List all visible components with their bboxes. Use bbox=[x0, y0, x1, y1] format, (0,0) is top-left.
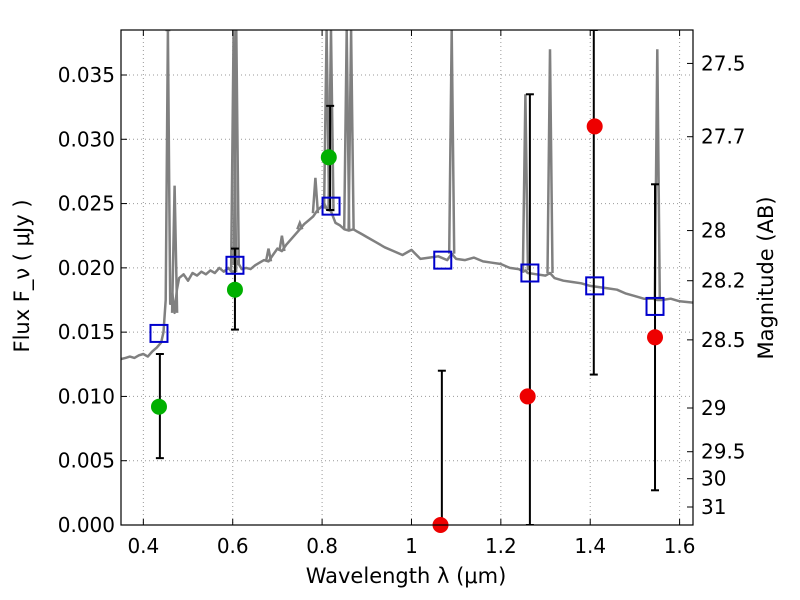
x-tick-label-6: 1.6 bbox=[664, 534, 696, 558]
emission-line-13 bbox=[521, 94, 530, 271]
model-square-6 bbox=[645, 296, 665, 316]
y-tick-label-5: 0.025 bbox=[58, 192, 115, 216]
errorbar-layer bbox=[155, 30, 660, 525]
mag-tick-label-5: 29 bbox=[701, 396, 726, 420]
emission-line-7 bbox=[311, 177, 320, 214]
model-square-2 bbox=[321, 196, 341, 216]
x-axis-label: Wavelength λ (μm) bbox=[306, 564, 507, 588]
y-axis-label: Flux F_ν ( μJy ) bbox=[10, 199, 35, 352]
mag-tick-label-1: 27.7 bbox=[701, 125, 746, 149]
detection-point-0 bbox=[150, 398, 167, 415]
mag-tick-label-0: 27.5 bbox=[701, 51, 746, 75]
tick-layer: 0.4 0.6 0.8 1 1.2 1.4 1.6 0.000 0.005 0.010 0.015 0… bbox=[58, 30, 746, 558]
y-tick-label-4: 0.020 bbox=[58, 256, 115, 280]
emission-line-14 bbox=[546, 49, 554, 274]
mag-tick-label-2: 28 bbox=[701, 219, 726, 243]
upper-limit-point-3 bbox=[647, 329, 664, 346]
upper-limit-point-1 bbox=[519, 388, 536, 405]
mag-tick-label-4: 28.5 bbox=[701, 328, 746, 352]
mag-tick-label-3: 28.2 bbox=[701, 269, 746, 293]
mag-tick-label-6: 29.5 bbox=[701, 440, 746, 464]
x-tick-label-3: 1 bbox=[405, 534, 418, 558]
grid-lines bbox=[121, 30, 693, 526]
x-tick-label-0: 0.4 bbox=[127, 534, 159, 558]
y-tick-label-7: 0.035 bbox=[58, 63, 115, 87]
y-tick-label-0: 0.000 bbox=[58, 513, 115, 537]
emission-line-1 bbox=[170, 185, 179, 313]
marker-layer bbox=[149, 118, 665, 533]
model-square-5 bbox=[585, 276, 605, 296]
spectrum-line bbox=[121, 30, 693, 361]
mag-tick-label-7: 30 bbox=[701, 467, 726, 491]
model-square-3 bbox=[433, 250, 453, 270]
y-tick-label-2: 0.010 bbox=[58, 384, 115, 408]
emission-line-3 bbox=[232, 30, 241, 266]
detection-point-2 bbox=[320, 149, 337, 166]
y-tick-label-6: 0.030 bbox=[58, 127, 115, 151]
plot-frame bbox=[120, 29, 694, 526]
emission-line-4 bbox=[264, 248, 273, 262]
detection-point-1 bbox=[226, 281, 243, 298]
x-tick-label-1: 0.6 bbox=[217, 534, 249, 558]
emission-line-12 bbox=[447, 30, 456, 254]
upper-limit-point-2 bbox=[586, 118, 603, 135]
model-square-4 bbox=[520, 263, 540, 283]
spectrum-layer bbox=[121, 30, 693, 361]
x-tick-label-5: 1.4 bbox=[574, 534, 606, 558]
emission-line-5 bbox=[278, 235, 286, 252]
x-tick-label-2: 0.8 bbox=[306, 534, 338, 558]
model-square-1 bbox=[225, 255, 245, 275]
mag-tick-label-8: 31 bbox=[701, 495, 726, 519]
model-square-0 bbox=[149, 323, 169, 343]
y-tick-label-3: 0.015 bbox=[58, 320, 115, 344]
x-tick-label-4: 1.2 bbox=[485, 534, 517, 558]
emission-line-6 bbox=[296, 219, 304, 230]
y-tick-label-1: 0.005 bbox=[58, 449, 115, 473]
emission-line-11 bbox=[347, 30, 355, 230]
y2-axis-label: Magnitude (AB) bbox=[754, 196, 778, 359]
